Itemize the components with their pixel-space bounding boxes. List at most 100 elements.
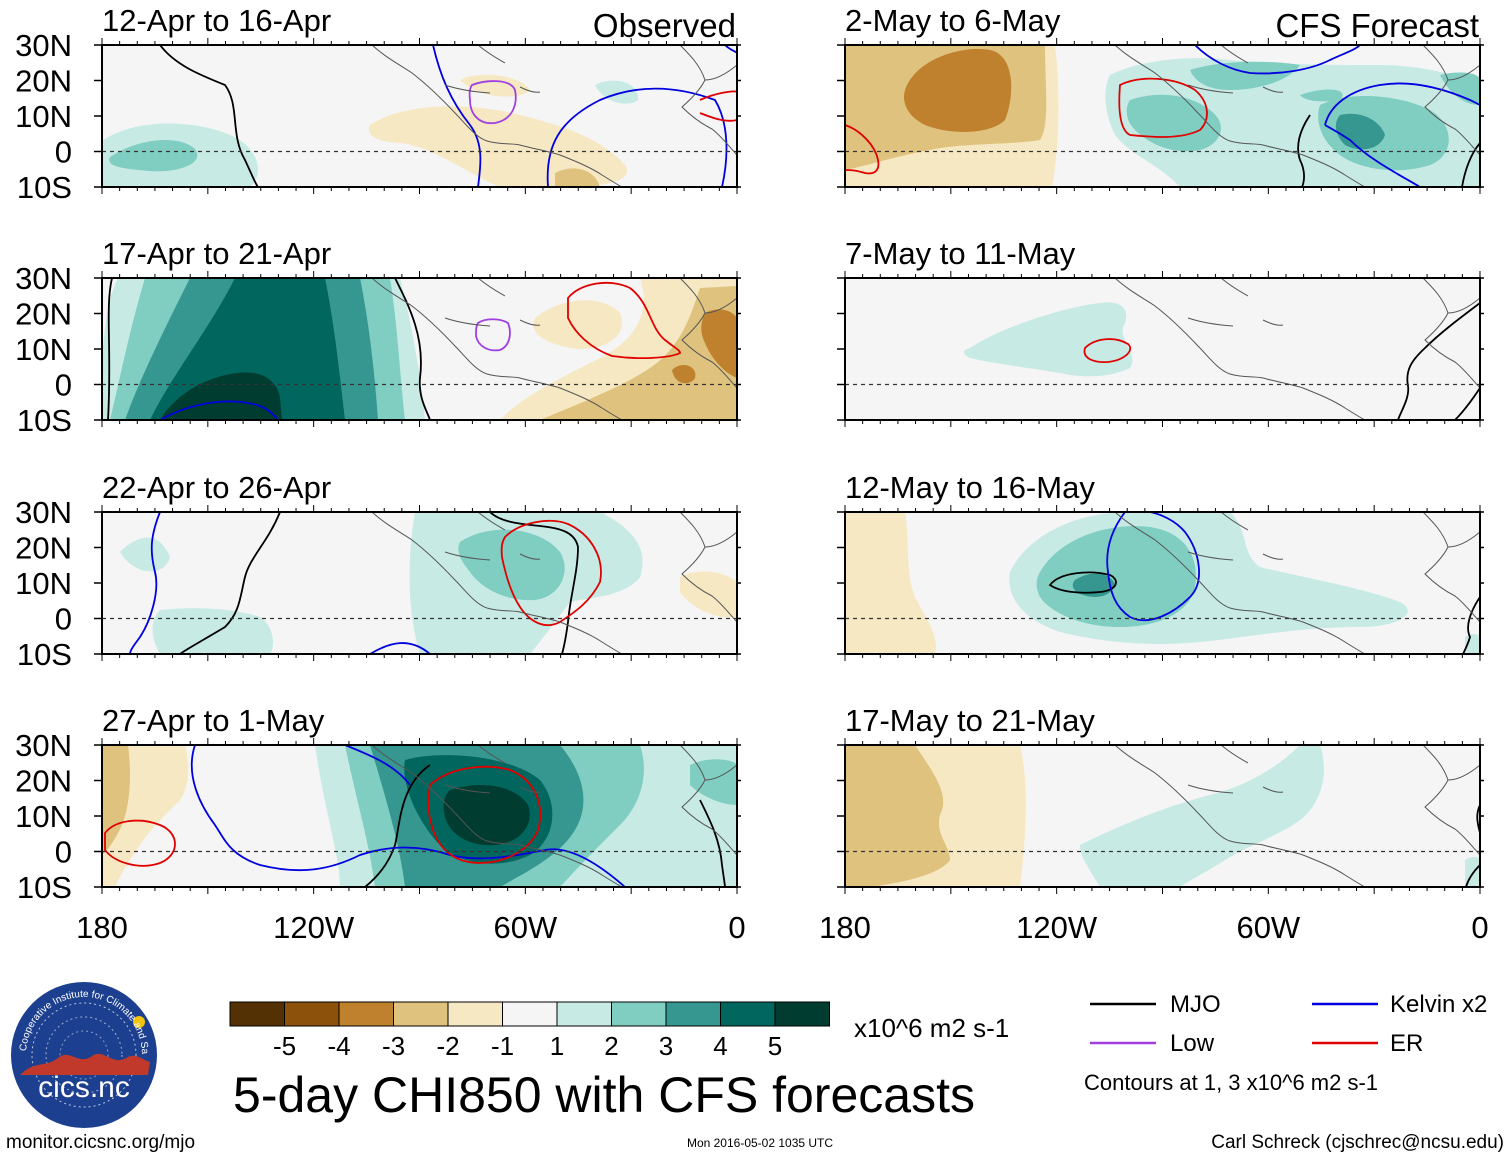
contours bbox=[1048, 512, 1480, 654]
contours bbox=[104, 745, 726, 887]
footer-author: Carl Schreck (cjschrec@ncsu.edu) bbox=[1211, 1132, 1504, 1153]
observed-label: Observed bbox=[593, 7, 736, 44]
legend: MJO Kelvin x2 Low ER Contours at 1, 3 x1… bbox=[1084, 991, 1487, 1095]
colorbar-tick-label: -1 bbox=[491, 1031, 514, 1061]
panel-title: 27-Apr to 1-May bbox=[102, 703, 325, 738]
lat-tick-label: 10S bbox=[17, 870, 72, 905]
colorbar-tick-label: 1 bbox=[550, 1031, 564, 1061]
lon-tick-label: 0 bbox=[1471, 910, 1488, 945]
panel-title: 12-Apr to 16-Apr bbox=[102, 3, 331, 38]
colorbar-tick-label: -4 bbox=[327, 1031, 350, 1061]
legend-label: ER bbox=[1390, 1030, 1423, 1057]
logo-text: cics.nc bbox=[38, 1071, 130, 1104]
colorbar-box bbox=[556, 1001, 612, 1027]
contours bbox=[1083, 302, 1480, 420]
shading bbox=[102, 74, 639, 187]
contours bbox=[159, 45, 737, 187]
lon-tick-label: 180 bbox=[76, 910, 128, 945]
colorbar-box bbox=[720, 1001, 776, 1027]
colorbar-tick-label: 5 bbox=[768, 1031, 782, 1061]
colorbar-box bbox=[447, 1001, 503, 1027]
lat-tick-label: 30N bbox=[15, 495, 72, 530]
colorbar-box bbox=[611, 1001, 667, 1027]
figure-title: 5-day CHI850 with CFS forecasts bbox=[233, 1067, 975, 1123]
colorbar-tick-label: 4 bbox=[713, 1031, 727, 1061]
contours bbox=[845, 45, 1480, 187]
lat-tick-label: 30N bbox=[15, 28, 72, 63]
lat-tick-label: 0 bbox=[55, 602, 72, 637]
panel-title: 2-May to 6-May bbox=[845, 3, 1061, 38]
legend-item-er: ER bbox=[1312, 1030, 1423, 1057]
lon-tick-label: 60W bbox=[493, 910, 557, 945]
coastlines bbox=[1114, 278, 1480, 420]
legend-label: Low bbox=[1170, 1030, 1215, 1057]
observed-panel-4: 27-Apr to 1-May bbox=[15, 703, 746, 945]
lat-tick-label: 30N bbox=[15, 728, 72, 763]
footer-website[interactable]: monitor.cicsnc.org/mjo bbox=[6, 1132, 195, 1153]
legend-item-mjo: MJO bbox=[1090, 991, 1221, 1018]
contours bbox=[107, 278, 681, 420]
coastlines bbox=[371, 512, 737, 654]
legend-item-kelvin: Kelvin x2 bbox=[1312, 991, 1487, 1018]
coastlines bbox=[371, 45, 737, 187]
lat-tick-label: 10S bbox=[17, 637, 72, 672]
lat-tick-label: 20N bbox=[15, 297, 72, 332]
lat-tick-label: 10S bbox=[17, 170, 72, 205]
panel-title: 17-May to 21-May bbox=[845, 703, 1095, 738]
lon-tick-label: 120W bbox=[1016, 910, 1098, 945]
panel-title: 7-May to 11-May bbox=[845, 236, 1076, 271]
shading bbox=[102, 278, 737, 420]
observed-panel-3: 22-Apr to 26-Apr bbox=[15, 470, 741, 672]
lat-tick-label: 10N bbox=[15, 99, 72, 134]
lon-tick-label: 120W bbox=[273, 910, 355, 945]
colorbar-tick-label: -2 bbox=[436, 1031, 459, 1061]
contour-note: Contours at 1, 3 x10^6 m2 s-1 bbox=[1084, 1070, 1378, 1095]
observed-panel-2: 17-Apr to 21-Apr bbox=[15, 236, 741, 438]
coastlines bbox=[1114, 745, 1480, 887]
coastlines bbox=[371, 278, 737, 420]
colorbar-tick-label: 2 bbox=[604, 1031, 618, 1061]
lat-tick-label: 0 bbox=[55, 835, 72, 870]
lon-tick-label: 180 bbox=[819, 910, 871, 945]
forecast-panel-4: 17-May to 21-May 180 120W 60W 0 bbox=[819, 703, 1488, 945]
lat-tick-label: 10N bbox=[15, 566, 72, 601]
lat-tick-label: 10S bbox=[17, 403, 72, 438]
lat-tick-label: 20N bbox=[15, 764, 72, 799]
lon-tick-label: 0 bbox=[728, 910, 745, 945]
colorbar-box bbox=[393, 1001, 449, 1027]
legend-label: Kelvin x2 bbox=[1390, 991, 1487, 1018]
units-label: x10^6 m2 s-1 bbox=[854, 1013, 1009, 1043]
forecast-panel-1: 2-May to 6-May bbox=[837, 3, 1484, 194]
forecast-panel-2: 7-May to 11-May bbox=[837, 236, 1484, 427]
legend-label: MJO bbox=[1170, 991, 1221, 1018]
colorbar: -5 -4 -3 -2 -1 1 2 3 4 5 bbox=[229, 1001, 830, 1061]
lat-tick-label: 10N bbox=[15, 799, 72, 834]
coastlines bbox=[1114, 45, 1480, 187]
lat-tick-label: 0 bbox=[55, 135, 72, 170]
colorbar-box bbox=[284, 1001, 340, 1027]
panel-title: 17-Apr to 21-Apr bbox=[102, 236, 331, 271]
forecast-label: CFS Forecast bbox=[1275, 7, 1479, 44]
shading bbox=[964, 302, 1133, 377]
lat-tick-label: 10N bbox=[15, 332, 72, 367]
coastlines bbox=[1114, 512, 1480, 654]
colorbar-tick-label: -3 bbox=[382, 1031, 405, 1061]
legend-item-low: Low bbox=[1090, 1030, 1215, 1057]
panel-title: 22-Apr to 26-Apr bbox=[102, 470, 331, 505]
lat-tick-label: 30N bbox=[15, 261, 72, 296]
colorbar-box bbox=[502, 1001, 558, 1027]
coastlines bbox=[371, 745, 737, 887]
panel-title: 12-May to 16-May bbox=[845, 470, 1095, 505]
colorbar-box bbox=[665, 1001, 721, 1027]
colorbar-tick-label: 3 bbox=[659, 1031, 673, 1061]
lat-tick-label: 20N bbox=[15, 531, 72, 566]
colorbar-box bbox=[229, 1001, 285, 1027]
forecast-panel-3: 12-May to 16-May bbox=[837, 470, 1484, 661]
lat-tick-label: 20N bbox=[15, 64, 72, 99]
colorbar-tick-label: -5 bbox=[273, 1031, 296, 1061]
colorbar-box bbox=[338, 1001, 394, 1027]
footer-timestamp: Mon 2016-05-02 1035 UTC bbox=[687, 1136, 833, 1150]
lon-tick-label: 60W bbox=[1236, 910, 1300, 945]
observed-panel-1: 12-Apr to 16-Apr bbox=[15, 3, 741, 205]
